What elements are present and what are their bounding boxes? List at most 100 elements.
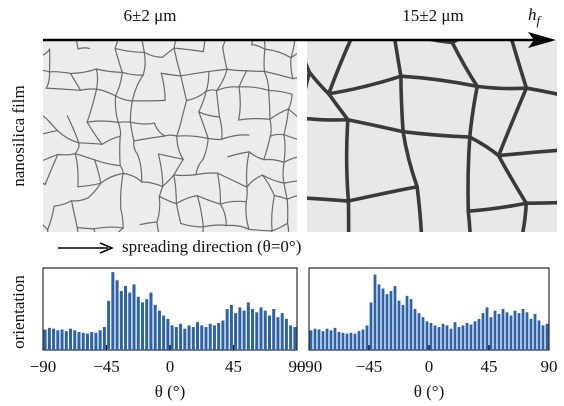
crack bbox=[226, 68, 248, 72]
bar bbox=[259, 307, 263, 350]
crack bbox=[45, 71, 51, 89]
crack bbox=[466, 209, 472, 232]
crack bbox=[162, 174, 175, 188]
crack bbox=[225, 224, 250, 230]
bar bbox=[509, 315, 513, 350]
crack bbox=[496, 86, 529, 158]
crack bbox=[207, 137, 223, 141]
crack bbox=[185, 90, 207, 102]
crack bbox=[248, 228, 273, 232]
crack bbox=[43, 153, 59, 161]
direction-arrow-head bbox=[99, 242, 114, 254]
crack bbox=[524, 86, 557, 96]
crack bbox=[195, 158, 204, 176]
bar bbox=[102, 327, 106, 350]
crack bbox=[521, 201, 529, 232]
bar bbox=[140, 302, 144, 350]
crack bbox=[75, 40, 79, 50]
crack bbox=[286, 195, 297, 200]
crack bbox=[307, 70, 312, 90]
bar bbox=[276, 317, 280, 350]
crack bbox=[77, 47, 90, 50]
crack bbox=[248, 151, 265, 161]
bar bbox=[69, 328, 73, 350]
crack bbox=[87, 182, 102, 199]
crack bbox=[173, 174, 197, 177]
x-tick-label: 90 bbox=[541, 357, 558, 376]
crack bbox=[74, 142, 80, 155]
crack bbox=[222, 40, 226, 48]
crack bbox=[93, 159, 121, 167]
crack bbox=[287, 93, 293, 110]
crack bbox=[215, 86, 240, 92]
crack bbox=[74, 152, 79, 188]
crack bbox=[93, 159, 102, 184]
crack bbox=[450, 40, 480, 89]
x-axis-label: θ (°) bbox=[155, 382, 186, 401]
crack bbox=[556, 202, 564, 257]
crack bbox=[180, 75, 188, 102]
crack bbox=[158, 185, 164, 197]
crack bbox=[215, 90, 221, 118]
crack bbox=[283, 156, 297, 163]
crack bbox=[269, 108, 290, 120]
bar bbox=[481, 313, 485, 350]
bar bbox=[98, 330, 102, 350]
crack bbox=[198, 111, 209, 139]
bar bbox=[149, 292, 153, 350]
crack bbox=[264, 48, 292, 59]
crack bbox=[307, 70, 331, 96]
bar bbox=[60, 329, 64, 350]
crack bbox=[295, 31, 312, 33]
bar bbox=[124, 286, 128, 350]
crack bbox=[164, 134, 178, 137]
crack bbox=[286, 198, 289, 224]
crack bbox=[129, 100, 133, 123]
crack bbox=[43, 115, 51, 123]
bar bbox=[453, 322, 457, 350]
bar bbox=[196, 322, 200, 350]
crack bbox=[173, 47, 182, 77]
crack bbox=[524, 200, 557, 206]
crack bbox=[53, 200, 73, 207]
thickness-label: 15±2 μm bbox=[402, 6, 463, 25]
crack bbox=[153, 122, 166, 137]
crack bbox=[238, 70, 248, 88]
crack-lines-left bbox=[22, 26, 312, 232]
bar bbox=[284, 318, 288, 350]
bar bbox=[521, 309, 525, 350]
crack bbox=[156, 195, 161, 223]
crack bbox=[221, 134, 250, 140]
bar bbox=[107, 300, 111, 350]
bar bbox=[437, 327, 441, 350]
crack bbox=[22, 26, 48, 37]
crack bbox=[283, 182, 288, 200]
bar bbox=[393, 286, 397, 350]
crack bbox=[181, 100, 188, 120]
crack bbox=[158, 195, 177, 205]
crack bbox=[117, 227, 124, 232]
bar bbox=[162, 315, 166, 350]
crack bbox=[78, 142, 103, 145]
crack bbox=[245, 186, 248, 203]
crack bbox=[271, 195, 275, 232]
bar bbox=[293, 327, 297, 350]
bar bbox=[153, 304, 157, 350]
crack bbox=[195, 172, 219, 176]
crack bbox=[227, 151, 250, 158]
crack bbox=[496, 148, 557, 158]
bar bbox=[357, 331, 361, 350]
crack bbox=[173, 174, 177, 205]
crack bbox=[120, 31, 140, 33]
crack bbox=[69, 68, 97, 75]
bar bbox=[353, 333, 357, 350]
crack bbox=[142, 51, 146, 76]
crack bbox=[43, 129, 59, 135]
bar bbox=[381, 288, 385, 350]
crack bbox=[216, 172, 248, 188]
bar bbox=[389, 290, 393, 350]
x-tick-label: 45 bbox=[481, 357, 498, 376]
crack bbox=[238, 86, 270, 92]
crack bbox=[344, 117, 351, 203]
hf-label: hf bbox=[528, 5, 543, 28]
